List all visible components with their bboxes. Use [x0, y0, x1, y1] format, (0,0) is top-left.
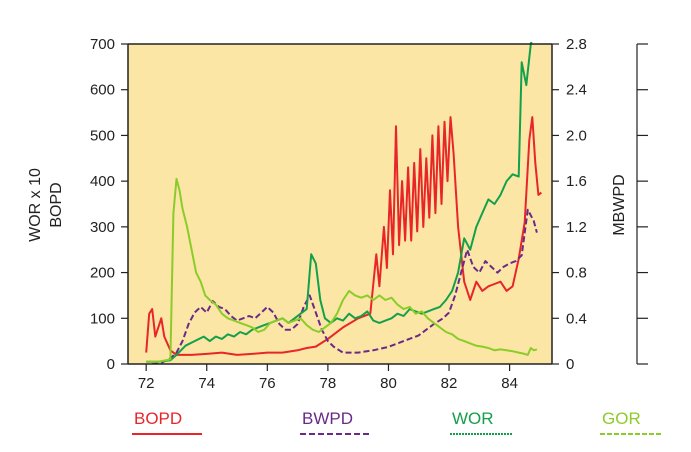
legend: BOPD BWPD WOR GOR — [132, 409, 662, 435]
left-axis-title-line-2: BOPD — [48, 182, 65, 227]
right-tick-label: 0.8 — [566, 265, 587, 282]
series-line-bwpd — [152, 208, 538, 364]
series-line-gor — [146, 177, 538, 363]
left-tick-label: 400 — [90, 173, 115, 190]
left-tick-label: 200 — [90, 265, 115, 282]
plot-area — [128, 44, 552, 364]
left-tick-label: 700 — [90, 36, 115, 53]
series-line-bopd — [145, 116, 543, 356]
x-tick-label: 72 — [138, 375, 155, 392]
right-axis-title: MBWPD — [611, 174, 628, 235]
left-tick-label: 100 — [90, 310, 115, 327]
legend-label-gor: GOR — [602, 409, 641, 428]
series-line-wor — [146, 42, 533, 363]
right-tick-label: 1.2 — [566, 219, 587, 236]
left-tick-label: 600 — [90, 82, 115, 99]
right-tick-label: 2.4 — [566, 82, 587, 99]
legend-label-bwpd: BWPD — [302, 409, 353, 428]
legend-label-wor: WOR — [452, 409, 494, 428]
x-tick-label: 76 — [259, 375, 276, 392]
axes-layer: 0 100 200 300 400 500 600 700 0 0.4 0.8 1.2 1.6 2.0 2.… — [90, 36, 648, 392]
x-tick-label: 82 — [441, 375, 458, 392]
left-tick-label: 0 — [107, 356, 115, 373]
right-tick-label: 2.0 — [566, 127, 587, 144]
x-tick-label: 74 — [198, 375, 215, 392]
x-tick-label: 78 — [320, 375, 337, 392]
right-tick-label: 0.4 — [566, 310, 587, 327]
x-tick-label: 80 — [380, 375, 397, 392]
series-layer — [145, 42, 543, 364]
x-tick-label: 84 — [501, 375, 518, 392]
legend-label-bopd: BOPD — [134, 409, 182, 428]
left-axis-title-line-1: WOR x 10 — [27, 168, 44, 242]
left-tick-label: 300 — [90, 219, 115, 236]
left-tick-label: 500 — [90, 127, 115, 144]
right-tick-label: 2.8 — [566, 36, 587, 53]
right-tick-label: 0 — [566, 356, 574, 373]
right-tick-label: 1.6 — [566, 173, 587, 190]
